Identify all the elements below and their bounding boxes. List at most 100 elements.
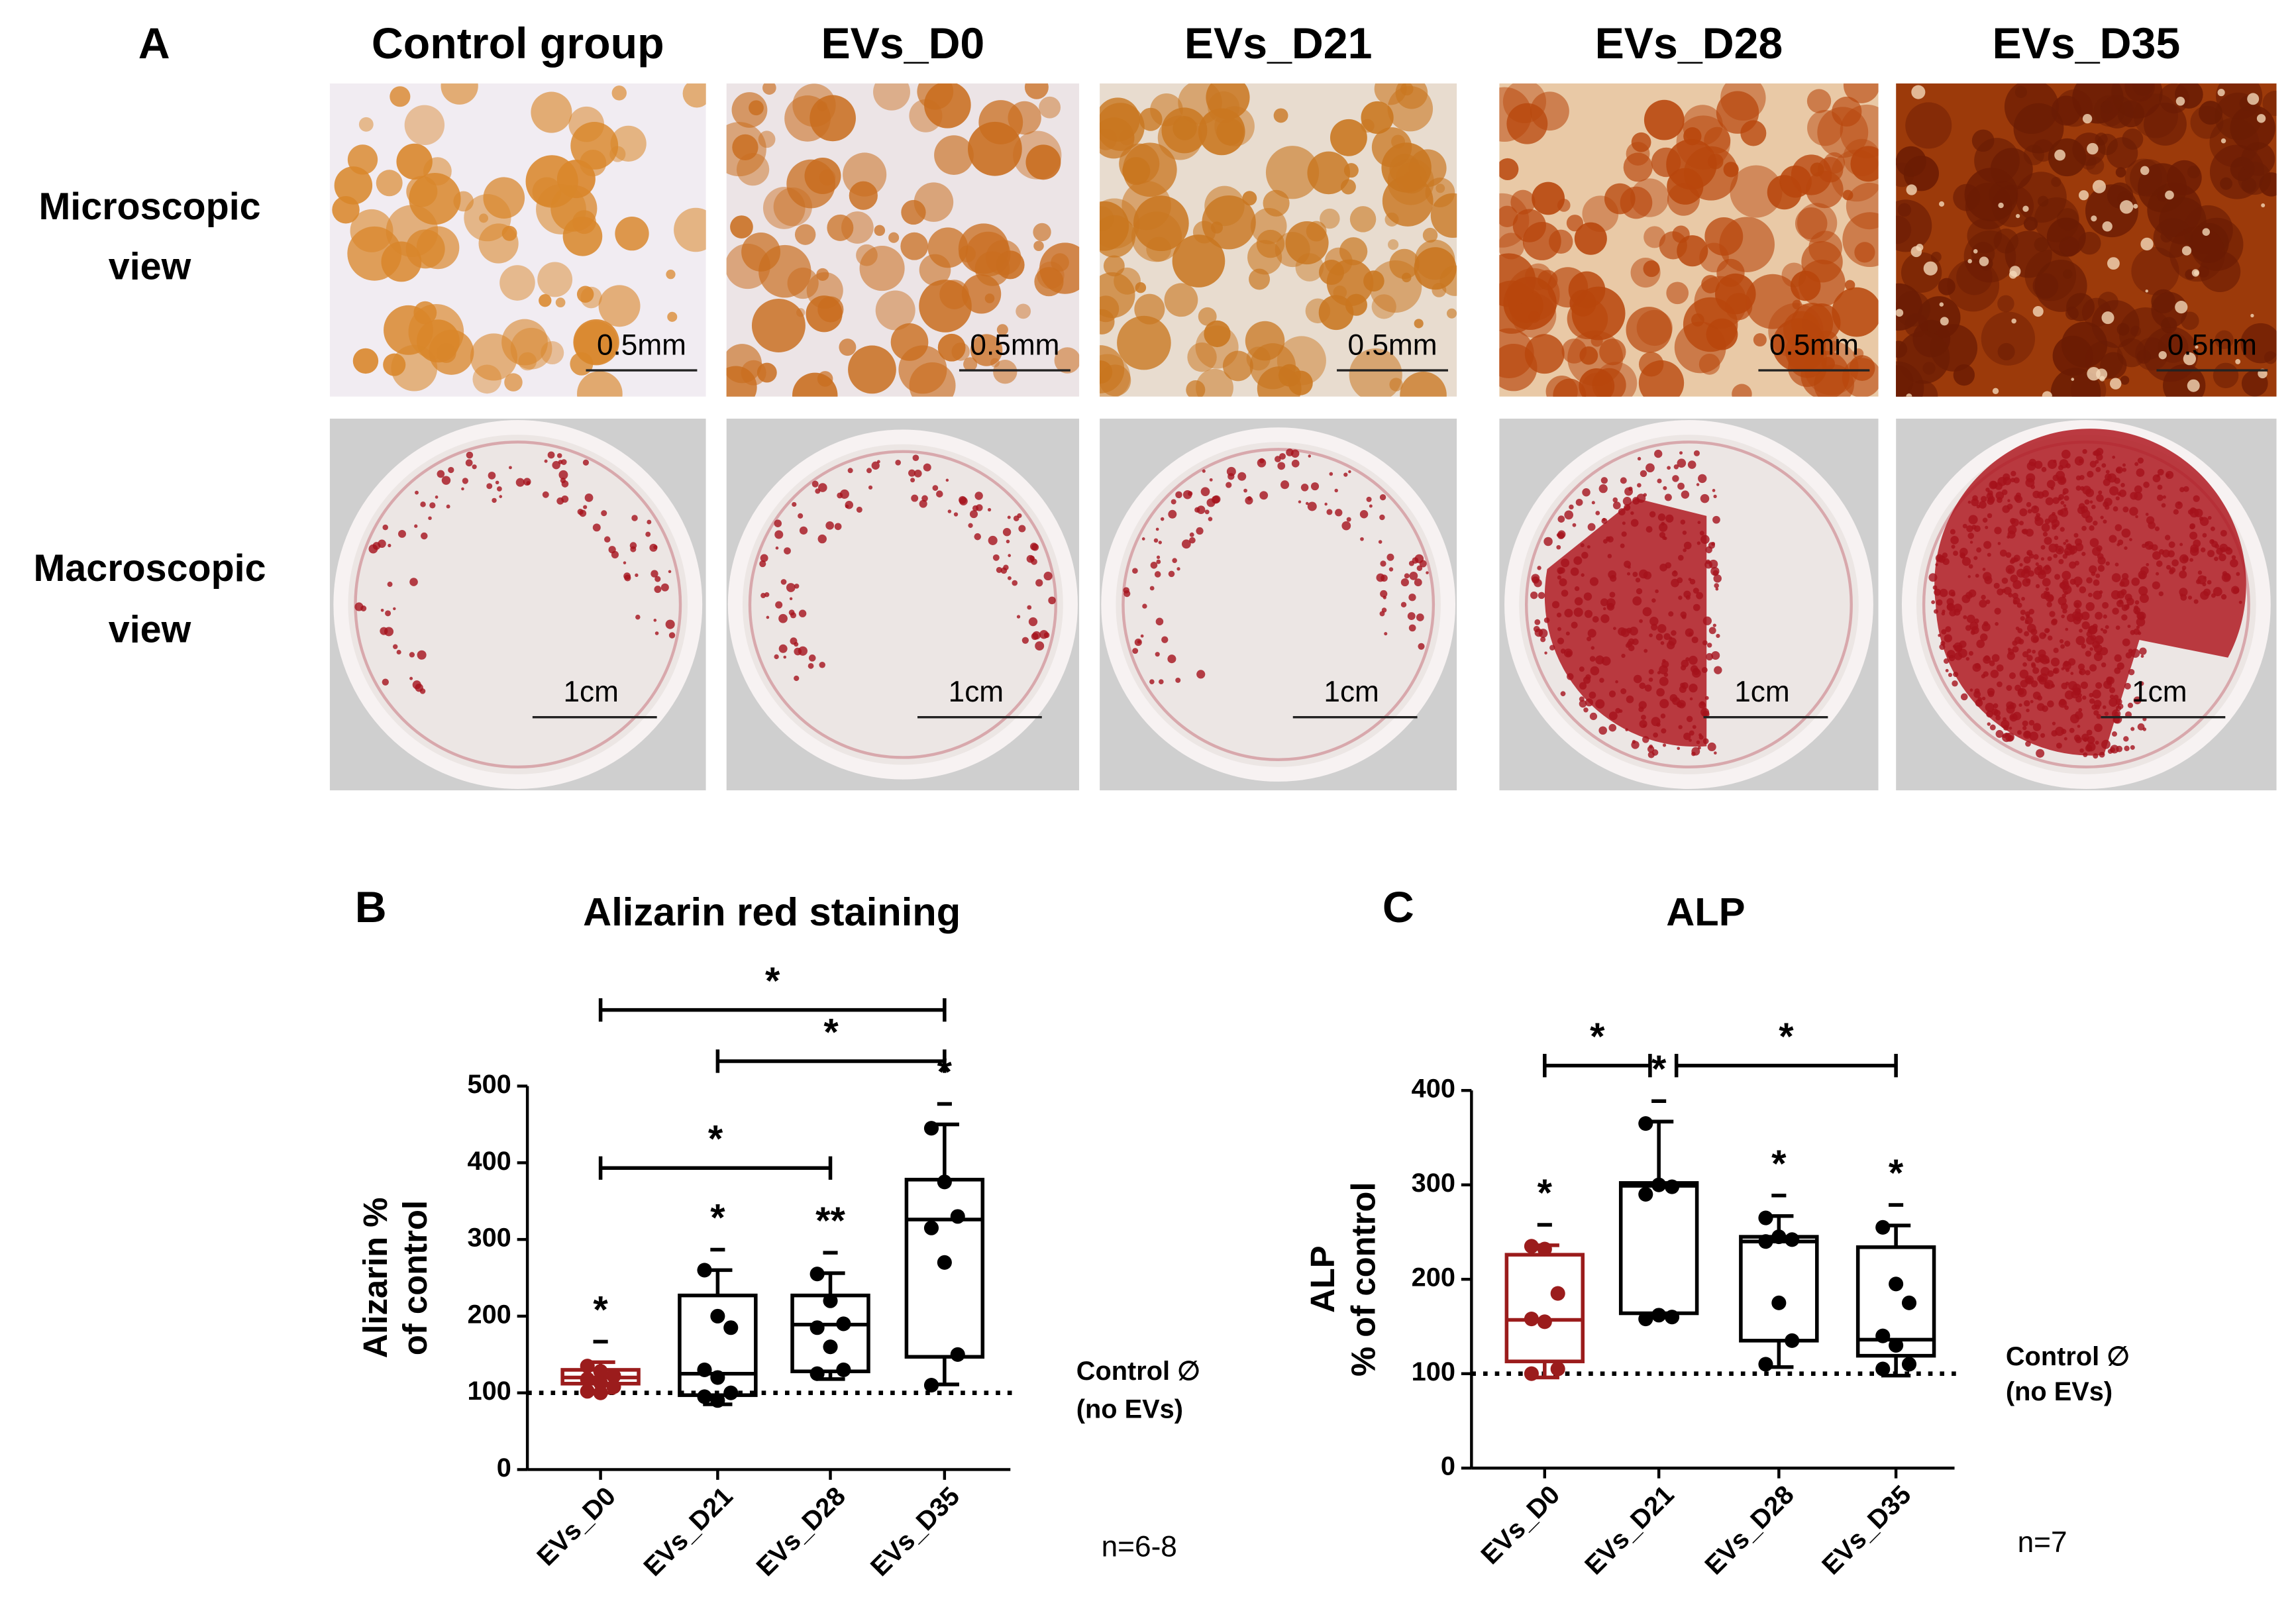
data-point (1875, 1361, 1891, 1377)
hole (2247, 93, 2260, 105)
stain (1175, 677, 1181, 683)
stain (2095, 573, 2101, 578)
row-label: view (109, 246, 191, 288)
stain (1591, 646, 1595, 650)
stain (2095, 682, 2103, 689)
stain (2131, 577, 2140, 586)
stain (2058, 699, 2067, 708)
stain (2099, 751, 2105, 758)
stain (1687, 460, 1696, 469)
stain (1171, 499, 1176, 505)
stain (1027, 605, 1032, 610)
stain (934, 135, 974, 175)
hole (2195, 345, 2199, 349)
stain (1602, 607, 1606, 611)
stain (774, 654, 779, 660)
stain (2063, 541, 2067, 545)
stain (2063, 737, 2067, 741)
stain (2024, 616, 2033, 625)
stain (2031, 505, 2040, 513)
stain (2098, 490, 2103, 495)
stain (1380, 560, 1386, 567)
stain (2240, 323, 2277, 364)
row-label: view (109, 609, 191, 651)
stain (1499, 87, 1532, 142)
stain (1502, 83, 1547, 123)
stain (2042, 578, 2051, 587)
stain (1033, 223, 1051, 242)
stain (2100, 628, 2104, 631)
stain (815, 488, 821, 494)
stain (1155, 617, 1164, 626)
stain (988, 535, 998, 545)
stain (1407, 612, 1416, 621)
significance-label: * (1771, 1143, 1787, 1185)
stain (2093, 652, 2103, 661)
stain (1582, 195, 1619, 233)
stain (2021, 597, 2025, 601)
stain (1628, 486, 1633, 492)
stain (845, 500, 854, 509)
dish-edge (1122, 448, 1435, 762)
stain (1595, 699, 1605, 709)
stain (2213, 362, 2239, 389)
stain (2084, 499, 2090, 505)
stain (2032, 667, 2040, 674)
stain (1691, 751, 1696, 756)
stain (1897, 203, 1912, 217)
stain (649, 543, 658, 552)
stain (2169, 569, 2174, 575)
stain (1043, 572, 1053, 581)
data-point (923, 1121, 939, 1136)
stain (1636, 588, 1643, 595)
stain (1557, 532, 1565, 539)
stain (1645, 463, 1655, 473)
stain (1021, 637, 1029, 644)
stain (2017, 730, 2022, 735)
stain (1663, 486, 1667, 490)
stain (1664, 494, 1672, 501)
data-point (1537, 1241, 1552, 1257)
stain (2220, 594, 2227, 600)
data-point (1550, 1361, 1565, 1377)
stain (560, 478, 566, 484)
stain (1200, 487, 1210, 496)
stain (2059, 236, 2080, 257)
stain (1806, 89, 1832, 113)
stain (2115, 496, 2120, 501)
stain (2091, 504, 2096, 509)
stain (2083, 752, 2088, 757)
stain (1592, 616, 1599, 623)
stain (1404, 573, 1410, 579)
hole (2217, 89, 2225, 97)
stain (1630, 511, 1634, 515)
data-point (606, 1379, 621, 1394)
stain (1599, 678, 1604, 683)
stain (939, 280, 969, 309)
stain (1446, 308, 1457, 319)
data-point (1651, 1177, 1667, 1192)
stain (2044, 592, 2050, 598)
stain (1575, 498, 1583, 506)
stain (1704, 696, 1709, 700)
stain (1987, 513, 1993, 519)
stain (2061, 449, 2071, 459)
stain (2040, 557, 2045, 561)
stain (1673, 570, 1677, 574)
stain (1966, 525, 1973, 533)
stain (1579, 666, 1585, 672)
stain (2056, 743, 2062, 749)
stain (2028, 719, 2035, 726)
stain (1692, 668, 1701, 678)
stain (1832, 287, 1879, 337)
stain (421, 532, 428, 540)
stain (2006, 685, 2012, 691)
stain (2207, 580, 2212, 585)
hole (2071, 378, 2075, 381)
stain (871, 461, 880, 470)
stain (811, 480, 819, 488)
stain (2122, 129, 2144, 150)
stain (2065, 543, 2072, 550)
stain (1704, 560, 1713, 569)
